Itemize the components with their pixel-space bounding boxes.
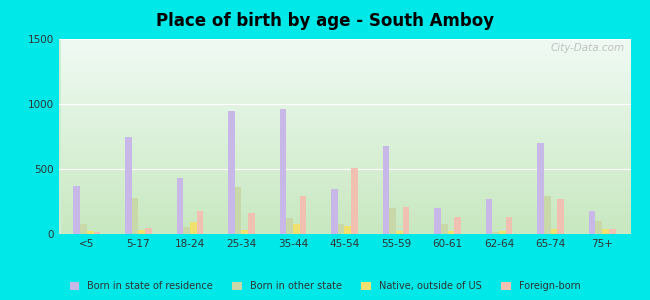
Bar: [396, 231, 403, 234]
Bar: [434, 208, 441, 234]
Bar: [132, 198, 138, 234]
Bar: [293, 224, 300, 234]
Bar: [403, 207, 410, 234]
Bar: [609, 230, 616, 234]
Bar: [87, 231, 94, 234]
Bar: [190, 222, 196, 234]
Bar: [241, 230, 248, 234]
Bar: [177, 178, 183, 234]
Legend: Born in state of residence, Born in other state, Native, outside of US, Foreign-: Born in state of residence, Born in othe…: [66, 278, 584, 295]
Bar: [145, 227, 151, 234]
Bar: [493, 232, 499, 234]
Bar: [344, 226, 351, 234]
Bar: [454, 217, 461, 234]
Bar: [125, 136, 132, 234]
Bar: [183, 227, 190, 234]
Bar: [300, 196, 306, 234]
Bar: [280, 109, 286, 234]
Bar: [389, 208, 396, 234]
Bar: [73, 186, 80, 234]
Bar: [602, 230, 609, 234]
Bar: [506, 217, 512, 234]
Bar: [383, 146, 389, 234]
Text: Place of birth by age - South Amboy: Place of birth by age - South Amboy: [156, 12, 494, 30]
Bar: [248, 212, 255, 234]
Bar: [235, 187, 241, 234]
Bar: [499, 231, 506, 234]
Bar: [286, 218, 293, 234]
Bar: [196, 211, 203, 234]
Bar: [94, 232, 100, 234]
Bar: [448, 231, 454, 234]
Bar: [538, 143, 544, 234]
Bar: [338, 224, 344, 234]
Bar: [486, 199, 493, 234]
Bar: [351, 168, 358, 234]
Bar: [441, 224, 448, 234]
Bar: [557, 199, 564, 234]
Bar: [331, 188, 338, 234]
Bar: [228, 110, 235, 234]
Bar: [589, 211, 595, 234]
Bar: [138, 230, 145, 234]
Bar: [544, 196, 551, 234]
Bar: [80, 224, 87, 234]
Bar: [551, 230, 557, 234]
Bar: [595, 221, 602, 234]
Text: City-Data.com: City-Data.com: [551, 43, 625, 53]
